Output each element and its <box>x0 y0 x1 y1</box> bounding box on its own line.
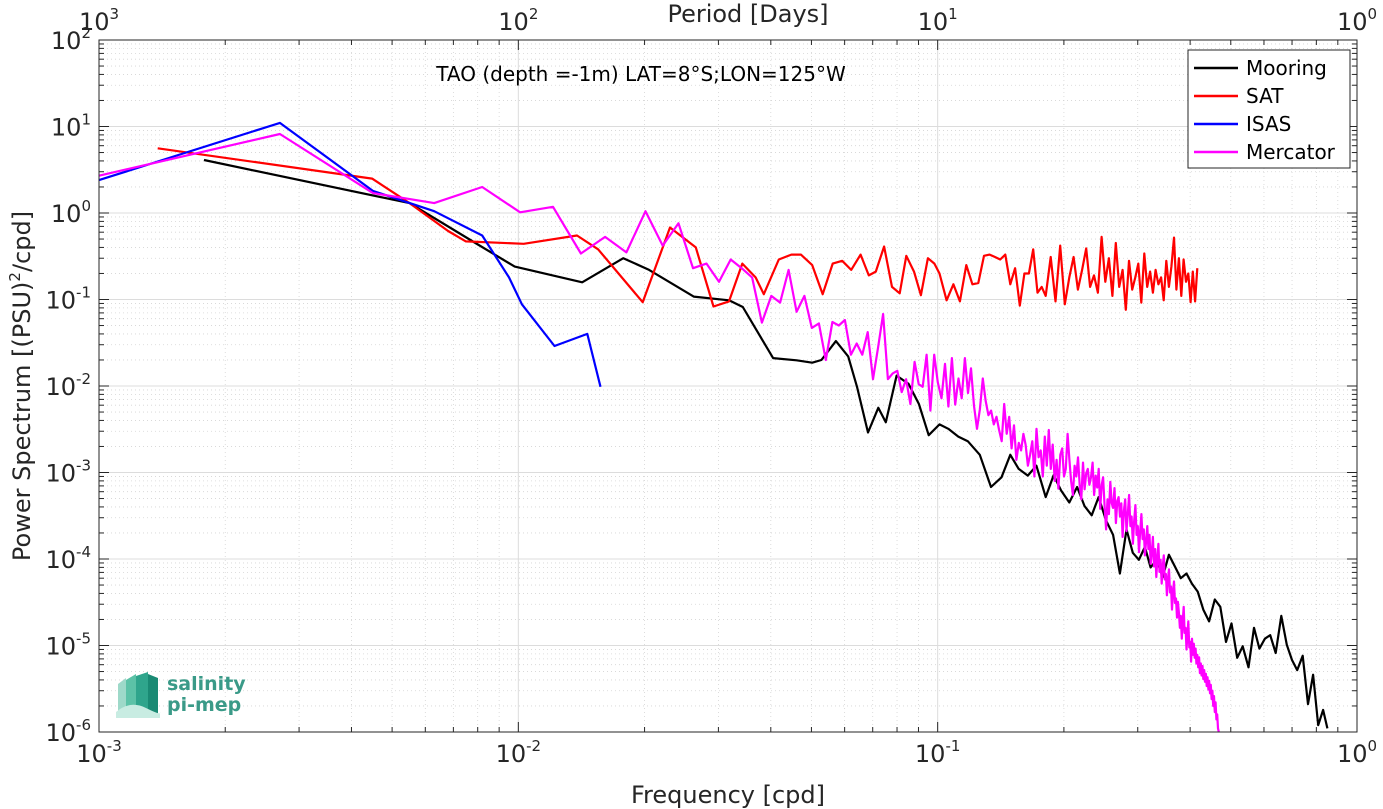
legend: Mooring SAT ISAS Mercator <box>1187 49 1351 169</box>
logo-waves-icon <box>116 672 161 718</box>
top-tick-label: 103 <box>79 5 119 36</box>
series-line-isas <box>98 121 602 388</box>
y-tick-label: 10-2 <box>45 370 91 401</box>
minor-grid <box>99 40 1357 732</box>
y-tick-label: 100 <box>51 197 91 228</box>
y-tick-label: 10-5 <box>45 630 91 661</box>
legend-label-sat: SAT <box>1246 84 1284 108</box>
top-tick-label: 102 <box>498 5 538 36</box>
x-tick-label: 10-3 <box>76 737 122 768</box>
y-tick-label: 101 <box>51 111 91 142</box>
x-axis-label: Frequency [cpd] <box>631 781 825 809</box>
y-tick-label: 10-4 <box>45 543 91 574</box>
x-tick-label: 10-2 <box>496 737 542 768</box>
y-tick-label: 10-1 <box>45 284 91 315</box>
salinity-pimep-logo: salinity pi-mep <box>116 672 246 718</box>
y-axis-label-main: Power Spectrum [(PSU) <box>8 282 36 561</box>
legend-label-mooring: Mooring <box>1246 56 1327 80</box>
y-axis-label: Power Spectrum [(PSU)2/cpd] <box>6 211 36 561</box>
series-layer <box>98 121 1329 733</box>
top-tick-label: 101 <box>918 5 958 36</box>
station-annotation: TAO (depth =-1m) LAT=8°S;LON=125°W <box>435 62 846 86</box>
legend-box <box>1187 49 1351 169</box>
x-tick-label: 10-1 <box>915 737 961 768</box>
series-line-sat <box>157 147 1199 311</box>
tick-marks <box>98 39 1358 733</box>
logo-text-pimep: pi-mep <box>167 694 241 716</box>
major-grid <box>98 39 1358 733</box>
series-line-mercator <box>98 132 1220 733</box>
y-tick-label: 102 <box>51 24 91 55</box>
y-axis-label-tail: /cpd] <box>8 211 36 272</box>
top-axis-label: Period [Days] <box>667 0 828 28</box>
y-tick-label: 10-3 <box>45 457 91 488</box>
legend-label-mercator: Mercator <box>1246 140 1336 164</box>
y-tick-label: 10-6 <box>45 716 91 747</box>
series-line-mooring <box>203 158 1329 729</box>
x-tick-label: 100 <box>1337 737 1377 768</box>
top-tick-label: 100 <box>1337 5 1377 36</box>
legend-label-isas: ISAS <box>1246 112 1291 136</box>
logo-text-salinity: salinity <box>167 673 246 695</box>
y-axis-label-sup: 2 <box>6 272 24 282</box>
